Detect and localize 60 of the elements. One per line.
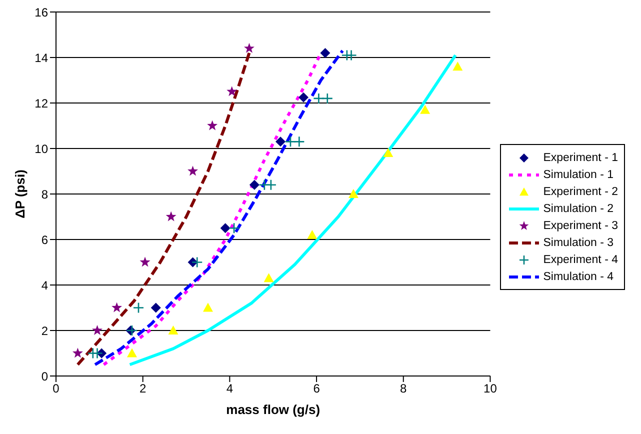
point (207, 120, 218, 130)
legend-label: Simulation - 3 (543, 236, 614, 248)
legend-label: Simulation - 1 (543, 168, 614, 180)
x-axis-title: mass flow (g/s) (226, 402, 320, 417)
point (298, 92, 309, 102)
point (150, 302, 161, 313)
y-tick-label: 2 (41, 324, 48, 338)
point (383, 148, 394, 158)
point (244, 42, 254, 53)
legend-label: Simulation - 2 (543, 202, 614, 214)
point (313, 92, 324, 104)
point (220, 223, 230, 234)
point (452, 62, 463, 71)
point (140, 256, 150, 267)
line-series (128, 54, 457, 366)
y-tick-label: 14 (34, 50, 48, 65)
point (72, 348, 83, 358)
point (92, 325, 102, 335)
legend-label: Experiment - 1 (543, 152, 618, 164)
point (228, 222, 240, 234)
point (168, 326, 178, 334)
y-tick-label: 10 (34, 142, 48, 156)
point (275, 136, 286, 147)
point (126, 348, 137, 358)
point (191, 256, 203, 268)
point (264, 273, 274, 282)
point (420, 104, 430, 114)
legend-label: Experiment - 4 (543, 254, 618, 266)
point (346, 50, 357, 61)
point (226, 86, 238, 96)
point (202, 302, 213, 312)
y-tick-label: 4 (41, 278, 48, 292)
point (112, 302, 122, 312)
x-tick-label: 8 (400, 382, 408, 396)
point (92, 348, 103, 359)
point (320, 48, 330, 58)
point (307, 230, 318, 239)
point (166, 211, 176, 222)
point (249, 180, 260, 190)
point (132, 302, 144, 314)
legend-label: Simulation - 4 (543, 270, 614, 282)
legend-label: Experiment - 2 (543, 186, 618, 198)
point (294, 136, 305, 148)
y-axis-title: ΔP (psi) (12, 170, 28, 218)
y-tick-label: 16 (34, 5, 48, 20)
point (188, 166, 198, 176)
x-tick-label: 0 (52, 382, 60, 396)
x-tick-label: 2 (140, 382, 146, 396)
point (348, 189, 358, 198)
x-tick-label: 6 (313, 382, 320, 396)
y-tick-label: 0 (41, 369, 48, 384)
point (322, 92, 334, 104)
x-tick-label: 10 (484, 382, 498, 396)
legend-label: Experiment - 3 (543, 220, 618, 232)
y-tick-label: 8 (41, 187, 48, 202)
point (284, 136, 296, 148)
point (265, 179, 277, 191)
y-tick-label: 6 (41, 232, 48, 247)
x-tick-label: 4 (226, 382, 234, 396)
y-tick-label: 12 (34, 96, 48, 110)
